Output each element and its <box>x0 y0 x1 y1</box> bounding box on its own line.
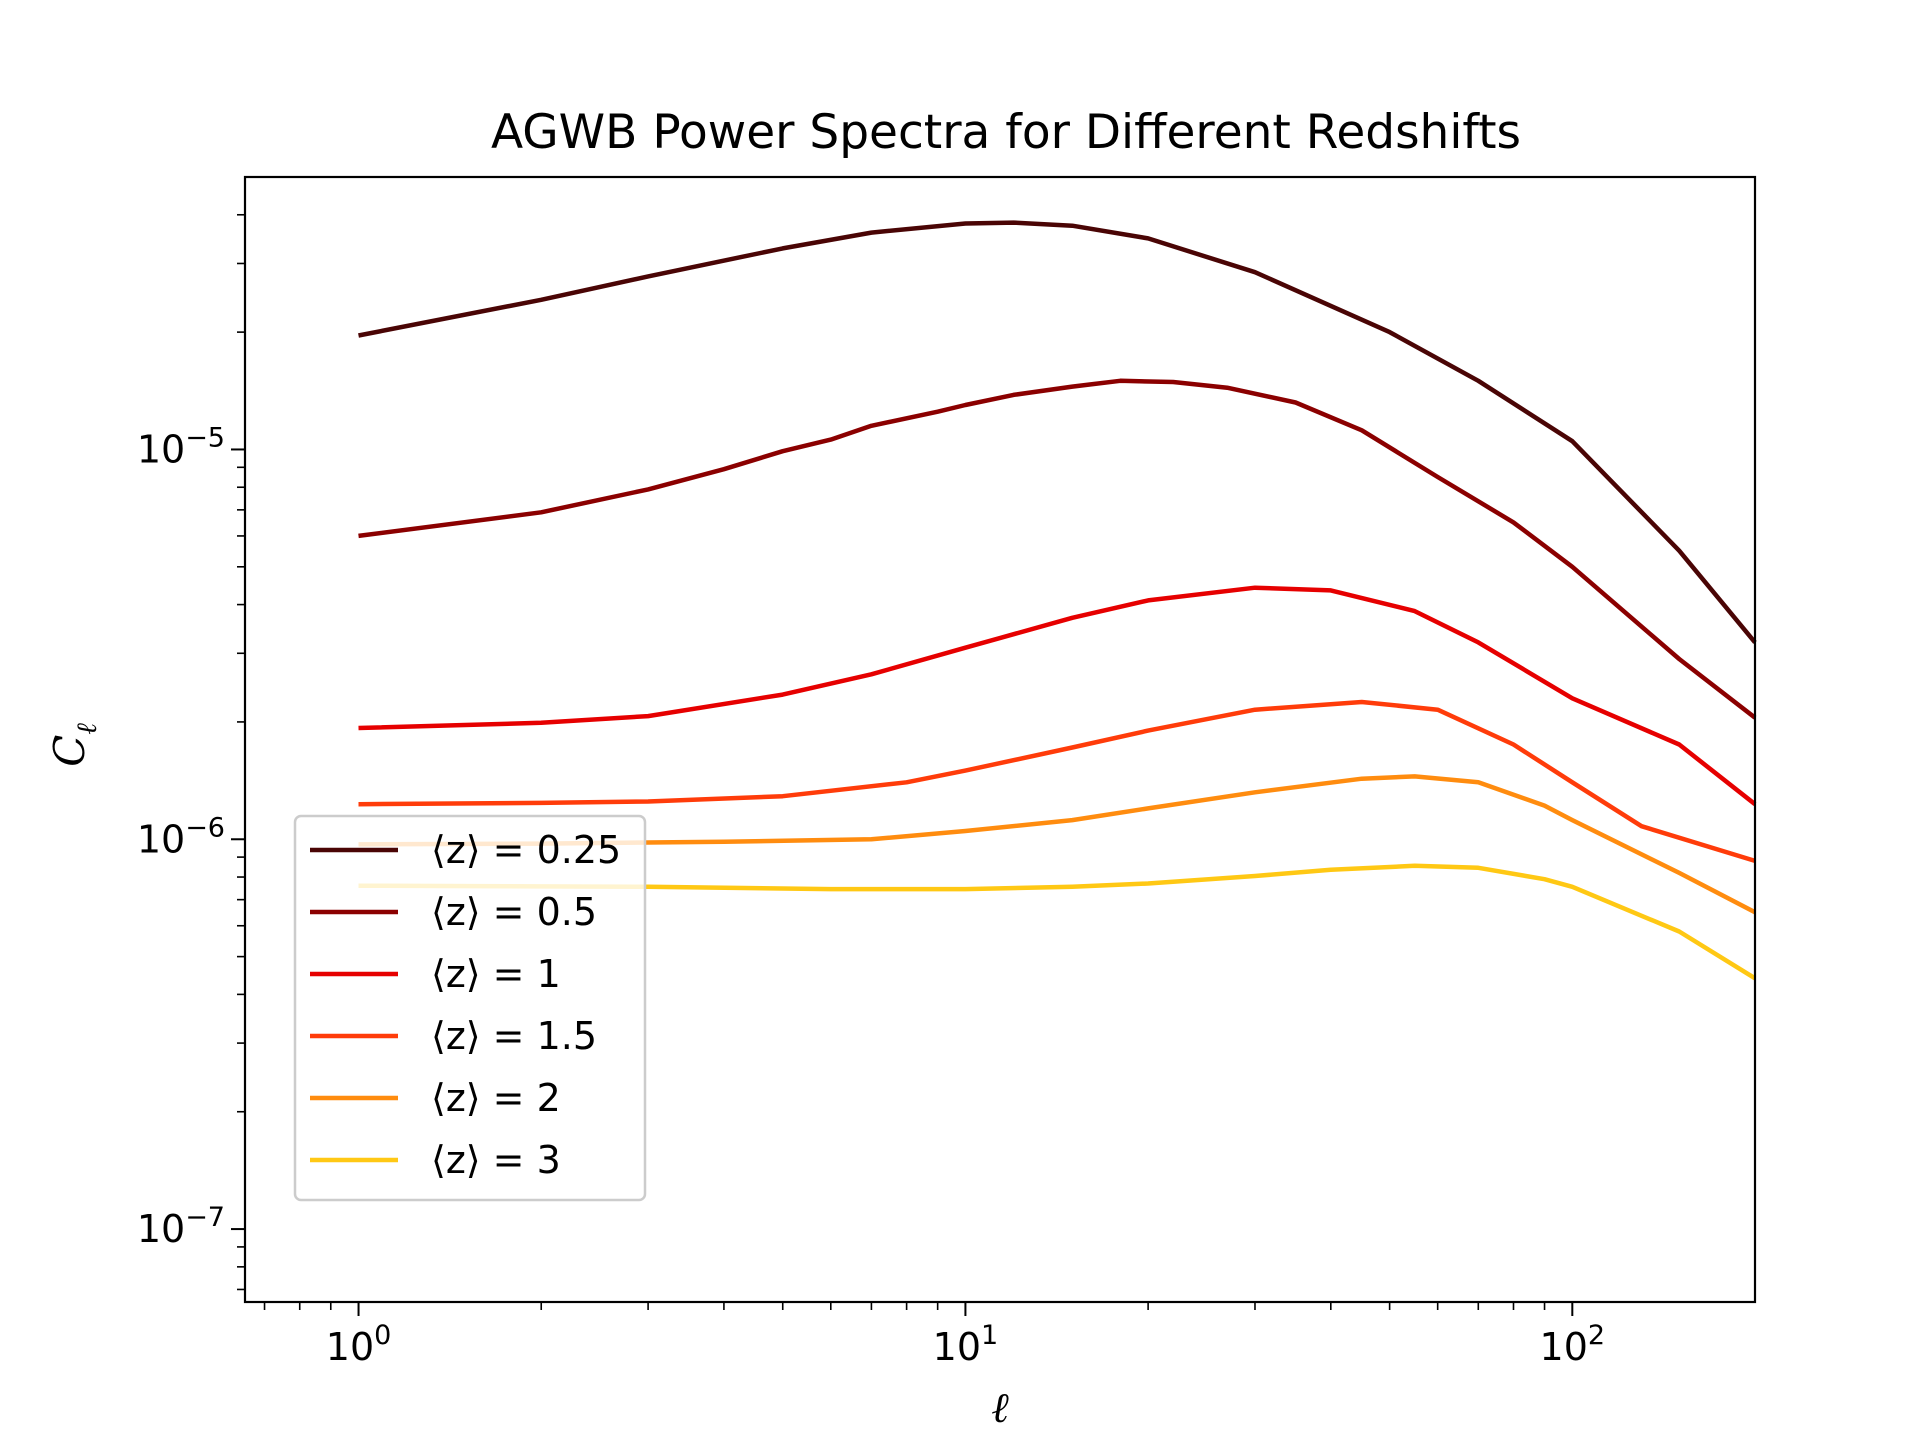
x-tick-label-0-base: 10 <box>326 1325 374 1369</box>
x-tick-label-0: 100 <box>326 1320 392 1369</box>
plot-frame <box>243 175 1757 1304</box>
x-tick-label-2-base: 10 <box>1540 1325 1588 1369</box>
y-tick-label-2-exponent: −5 <box>185 422 225 453</box>
legend-label-5: ⟨z⟩ = 3 <box>431 1138 561 1182</box>
y-tick-label-1-base: 10 <box>137 817 185 861</box>
series-line-1 <box>358 378 1757 720</box>
series-line-5 <box>358 863 1757 981</box>
legend-label-0: ⟨z⟩ = 0.25 <box>431 828 621 872</box>
y-axis-title: Cℓ <box>45 723 103 767</box>
y-tick-label-1: 10−6 <box>137 812 225 861</box>
legend-label-2: ⟨z⟩ = 1 <box>431 952 561 996</box>
y-tick-label-2: 10−5 <box>137 422 225 471</box>
series-line-3 <box>358 699 1756 864</box>
y-axis-title-subscript: ℓ <box>70 723 103 735</box>
chart-title: AGWB Power Spectra for Different Redshif… <box>491 105 1521 160</box>
x-axis-title: ℓ <box>991 1383 1009 1432</box>
y-tick-label-2-base: 10 <box>137 427 185 471</box>
x-tick-label-2-exponent: 2 <box>1588 1320 1605 1351</box>
legend-label-1: ⟨z⟩ = 0.5 <box>431 890 597 934</box>
x-tick-label-0-exponent: 0 <box>374 1320 391 1351</box>
y-tick-label-0-exponent: −7 <box>185 1202 225 1233</box>
x-tick-label-1: 101 <box>933 1320 999 1369</box>
y-tick-label-0: 10−7 <box>137 1202 225 1251</box>
series-line-2 <box>358 585 1757 806</box>
y-tick-label-0-base: 10 <box>137 1207 185 1251</box>
y-tick-label-1-exponent: −6 <box>185 812 225 843</box>
series-line-4 <box>358 774 1757 915</box>
series-line-0 <box>358 220 1757 644</box>
legend-label-4: ⟨z⟩ = 2 <box>431 1076 561 1120</box>
x-tick-label-1-base: 10 <box>933 1325 981 1369</box>
y-axis-title-main: C <box>45 735 94 767</box>
x-tick-label-2: 102 <box>1540 1320 1606 1369</box>
x-tick-label-1-exponent: 1 <box>981 1320 998 1351</box>
legend-label-3: ⟨z⟩ = 1.5 <box>431 1014 597 1058</box>
